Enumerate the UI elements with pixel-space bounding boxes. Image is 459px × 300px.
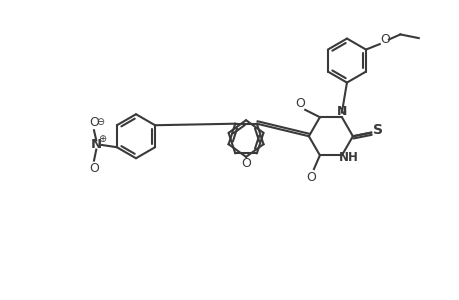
Text: NH: NH — [338, 151, 358, 164]
Text: S: S — [372, 123, 382, 137]
Text: O: O — [89, 162, 99, 175]
Text: O: O — [294, 98, 304, 110]
Text: N: N — [336, 105, 347, 118]
Text: O: O — [89, 116, 99, 129]
Text: N: N — [90, 139, 101, 152]
Text: O: O — [380, 32, 389, 46]
Text: O: O — [241, 157, 251, 170]
Text: ⊖: ⊖ — [96, 118, 104, 128]
Text: ⊕: ⊕ — [98, 134, 106, 143]
Text: O: O — [306, 171, 316, 184]
